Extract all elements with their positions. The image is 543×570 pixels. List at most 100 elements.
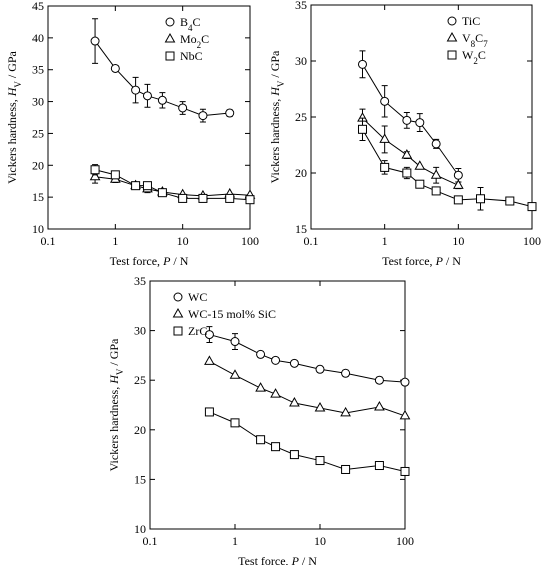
marker: [374, 461, 384, 471]
marker: [341, 464, 351, 474]
marker: [289, 450, 299, 460]
marker: [270, 388, 281, 398]
marker: [402, 115, 412, 125]
marker: [157, 95, 167, 105]
legend-label: NbC: [180, 49, 203, 63]
label-part: Vickers hardness,: [5, 96, 19, 184]
label-part: / N: [299, 554, 317, 565]
x-tick-label: 10: [314, 534, 326, 548]
marker: [414, 160, 426, 170]
label-part: V: [115, 368, 125, 375]
text-run: B: [180, 15, 188, 29]
chart: 0.1 1 10 100 10 15 20 25 30 35 40 45 Test force, P /…: [5, 0, 259, 268]
marker: [374, 375, 384, 385]
marker: [340, 406, 351, 417]
marker: [341, 368, 351, 378]
legend-label: B4C: [180, 15, 201, 33]
y-tick-label: 30: [295, 54, 307, 68]
label-part: / N: [170, 254, 188, 268]
marker: [431, 186, 441, 196]
marker: [452, 179, 464, 189]
marker: [380, 162, 390, 172]
marker: [315, 364, 325, 374]
x-tick-label: 1: [112, 234, 118, 248]
text-run: W: [462, 48, 474, 62]
y-axis-label: Vickers hardness, HV / GPa: [268, 50, 286, 183]
text-run: WC-15 mol% SiC: [188, 307, 276, 321]
label-part: Vickers hardness,: [107, 384, 121, 472]
marker: [90, 165, 100, 175]
text-run: C: [475, 31, 483, 45]
legend-label: WC-15 mol% SiC: [188, 307, 276, 321]
label-part: Test force,: [238, 554, 291, 565]
marker: [110, 63, 120, 73]
marker: [431, 139, 441, 149]
y-tick-label: 30: [32, 95, 44, 109]
marker: [315, 456, 325, 466]
subscript: 2: [197, 40, 202, 50]
y-tick-label: 25: [134, 373, 146, 387]
y-tick-label: 35: [134, 274, 146, 288]
plot-frame: [47, 5, 251, 230]
y-tick-label: 40: [32, 31, 44, 45]
marker: [225, 108, 235, 118]
label-part: V: [276, 80, 286, 87]
chart: 0.1 1 10 100 10 15 20 25 30 35 Test force, P / N Vi…: [107, 274, 414, 568]
plot-frame: [149, 280, 406, 530]
label-part: / GPa: [5, 50, 19, 81]
marker: [399, 409, 411, 420]
label-part: Test force,: [382, 254, 435, 268]
marker: [131, 181, 141, 191]
marker: [90, 36, 100, 46]
marker: [230, 418, 240, 428]
y-tick-label: 35: [32, 63, 44, 77]
marker: [527, 202, 537, 212]
marker: [415, 118, 425, 128]
marker: [178, 193, 188, 203]
marker: [204, 330, 214, 340]
marker: [453, 170, 463, 180]
legend-marker: [165, 51, 175, 61]
legend-label: TiC: [462, 14, 480, 28]
legend-marker: [447, 50, 457, 60]
marker: [225, 193, 235, 203]
y-tick-label: 25: [32, 126, 44, 140]
x-tick-label: 1: [382, 234, 388, 248]
y-tick-label: 30: [134, 324, 146, 338]
y-axis-label: Vickers hardness, HV / GPa: [107, 338, 125, 471]
legend-label: Mo2C: [180, 32, 209, 50]
marker: [198, 193, 208, 203]
label-part: V: [13, 81, 23, 88]
x-tick-label: 10: [177, 234, 189, 248]
y-tick-label: 15: [134, 472, 146, 486]
text-run: WC: [188, 290, 207, 304]
label-part: / N: [443, 254, 461, 268]
text-run: NbC: [180, 49, 203, 63]
marker: [401, 149, 413, 159]
legend-marker: [173, 326, 183, 336]
text-run: ZrC: [188, 324, 207, 338]
y-tick-label: 20: [134, 423, 146, 437]
text-run: Mo: [180, 32, 197, 46]
marker: [357, 59, 367, 69]
label-part: P: [435, 254, 444, 268]
x-tick-label: 100: [396, 534, 414, 548]
marker: [178, 103, 188, 113]
y-tick-label: 10: [32, 222, 44, 236]
marker: [505, 196, 515, 206]
label-part: P: [162, 254, 171, 268]
text-run: C: [201, 32, 209, 46]
marker: [379, 133, 391, 143]
marker: [142, 91, 152, 101]
label-part: Test force,: [110, 254, 163, 268]
marker: [204, 407, 214, 417]
marker: [110, 170, 120, 180]
marker: [142, 181, 152, 191]
y-tick-label: 20: [295, 166, 307, 180]
marker: [430, 169, 442, 179]
x-tick-label: 10: [452, 234, 464, 248]
marker: [415, 179, 425, 189]
subscript: 7: [483, 39, 488, 49]
x-axis-label: Test force, P / N: [382, 254, 461, 268]
